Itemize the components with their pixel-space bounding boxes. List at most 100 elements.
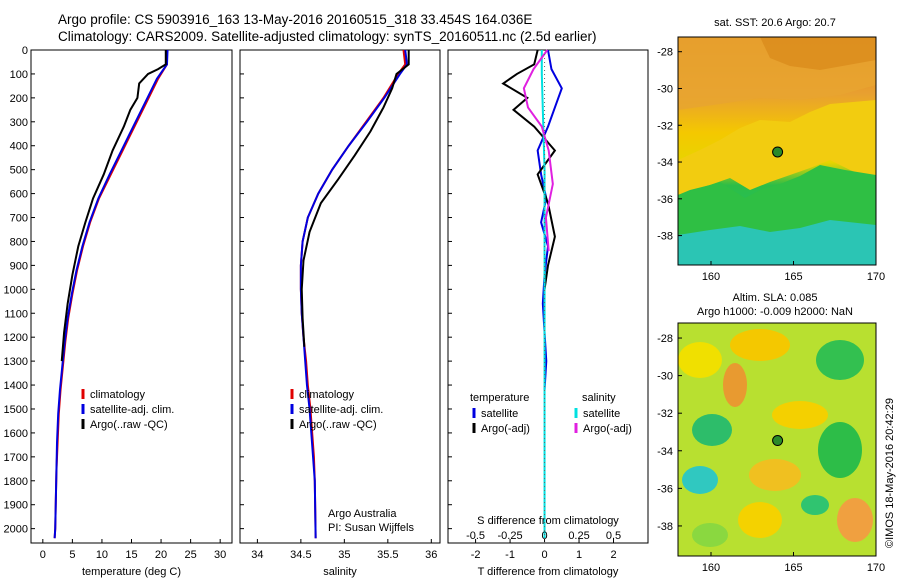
legend-label: climatology [90,389,146,401]
sst-lat-label: -34 [657,157,673,169]
depth-tick-label: 800 [10,236,28,248]
depth-tick-label: 1300 [4,356,28,368]
depth-tick-label: 1500 [4,404,28,416]
sla-blob [801,495,829,515]
sst-lon-label: 170 [867,271,885,283]
depth-tick-label: 900 [10,260,28,272]
depth-tick-label: 1000 [4,284,28,296]
x-tick-label: 30 [214,549,226,561]
legend-label: Argo(-adj) [481,423,530,435]
series-line-temperature-satellite [536,49,563,390]
x-tick-label: 15 [125,549,137,561]
sst-lat-label: -36 [657,194,673,206]
series-line-argo-raw-qc- [60,50,167,362]
sla-lat-label: -36 [657,483,673,495]
x-axis-label: T difference from climatology [478,566,619,578]
annotation-org: Argo Australia [328,508,397,520]
depth-tick-label: 600 [10,189,28,201]
sla-blob [723,363,747,407]
legend-label: Argo(-adj) [583,423,632,435]
legend-label: Argo(..raw -QC) [90,419,168,431]
depth-tick-label: 1600 [4,428,28,440]
x-tick-label: 20 [155,549,167,561]
upper-axis-label: S difference from climatology [477,515,619,527]
imos-credit: ©IMOS 18-May-2016 20:42:29 [884,398,896,548]
upper-tick-label: 0 [541,530,547,542]
header-title-line2: Climatology: CARS2009. Satellite-adjuste… [58,29,597,44]
depth-tick-label: 1800 [4,476,28,488]
sst-lat-label: -38 [657,231,673,243]
x-tick-label: 1 [576,549,582,561]
plot-frame-2 [239,49,441,544]
x-tick-label: 2 [610,549,616,561]
upper-tick-label: 0.25 [568,530,589,542]
x-axis-label: salinity [323,566,357,578]
x-axis-label: temperature (deg C) [82,566,181,578]
sla-blob [749,459,801,491]
upper-tick-label: -0.5 [466,530,485,542]
argo-location-marker [772,435,784,447]
legend-label: climatology [299,389,355,401]
sla-lon-label: 165 [784,562,802,574]
sla-map [677,322,877,557]
sla-blob [682,466,718,494]
legend-label: Argo(..raw -QC) [299,419,377,431]
sla-blob [837,498,873,542]
x-tick-label: 34 [251,549,263,561]
sla-lon-label: 170 [867,562,885,574]
x-tick-label: 35.5 [377,549,398,561]
sla-blob [692,414,732,446]
legend-title-salinity: salinity [582,392,616,404]
x-tick-label: -2 [471,549,481,561]
sst-lat-label: -32 [657,120,673,132]
x-tick-label: 10 [96,549,108,561]
x-tick-label: 35 [338,549,350,561]
depth-tick-label: 300 [10,117,28,129]
depth-tick-label: 100 [10,69,28,81]
x-tick-label: 5 [69,549,75,561]
sla-blob [678,342,722,378]
sst-map-frame [677,36,877,266]
sla-map-title-1: Altim. SLA: 0.085 [733,292,818,304]
sla-blob [816,340,864,380]
sst-cyan-region [678,220,876,265]
legend-title-temperature: temperature [470,392,529,404]
upper-tick-label: -0.25 [498,530,523,542]
sla-lon-label: 160 [702,562,720,574]
sla-lat-label: -30 [657,371,673,383]
series-line-satellite-adj-clim- [53,49,169,539]
legend-label: satellite-adj. clim. [299,404,383,416]
x-tick-label: 36 [425,549,437,561]
header-title-line1: Argo profile: CS 5903916_163 13-May-2016… [58,12,533,27]
series-line-salinity-satellite [540,50,546,539]
depth-tick-label: 1100 [4,308,28,320]
sla-blob [818,422,862,478]
sla-map-frame [677,322,877,557]
depth-tick-label: 700 [10,213,28,225]
argo-location-marker [772,146,784,158]
sst-lon-label: 165 [784,271,802,283]
plot-frame-1 [30,49,233,544]
sst-lat-label: -28 [657,47,673,59]
depth-tick-label: 2000 [4,524,28,536]
sst-lon-label: 160 [702,271,720,283]
sla-blob [772,401,828,429]
depth-tick-label: 500 [10,165,28,177]
depth-tick-label: 1200 [4,332,28,344]
annotation-pi: PI: Susan Wijffels [328,522,414,534]
depth-tick-label: 1900 [4,500,28,512]
sst-map [677,36,877,266]
series-line-argo-raw-qc- [300,50,410,347]
series-line-salinity-argo-adj- [522,49,554,252]
legend-label: satellite-adj. clim. [90,404,174,416]
x-tick-label: 0 [40,549,46,561]
depth-tick-label: 400 [10,141,28,153]
depth-tick-label: 200 [10,93,28,105]
sla-blob [738,502,782,538]
depth-tick-label: 1700 [4,452,28,464]
sla-map-title-2: Argo h1000: -0.009 h2000: NaN [697,306,853,318]
sla-blob [730,329,790,361]
series-line-climatology [299,49,407,539]
